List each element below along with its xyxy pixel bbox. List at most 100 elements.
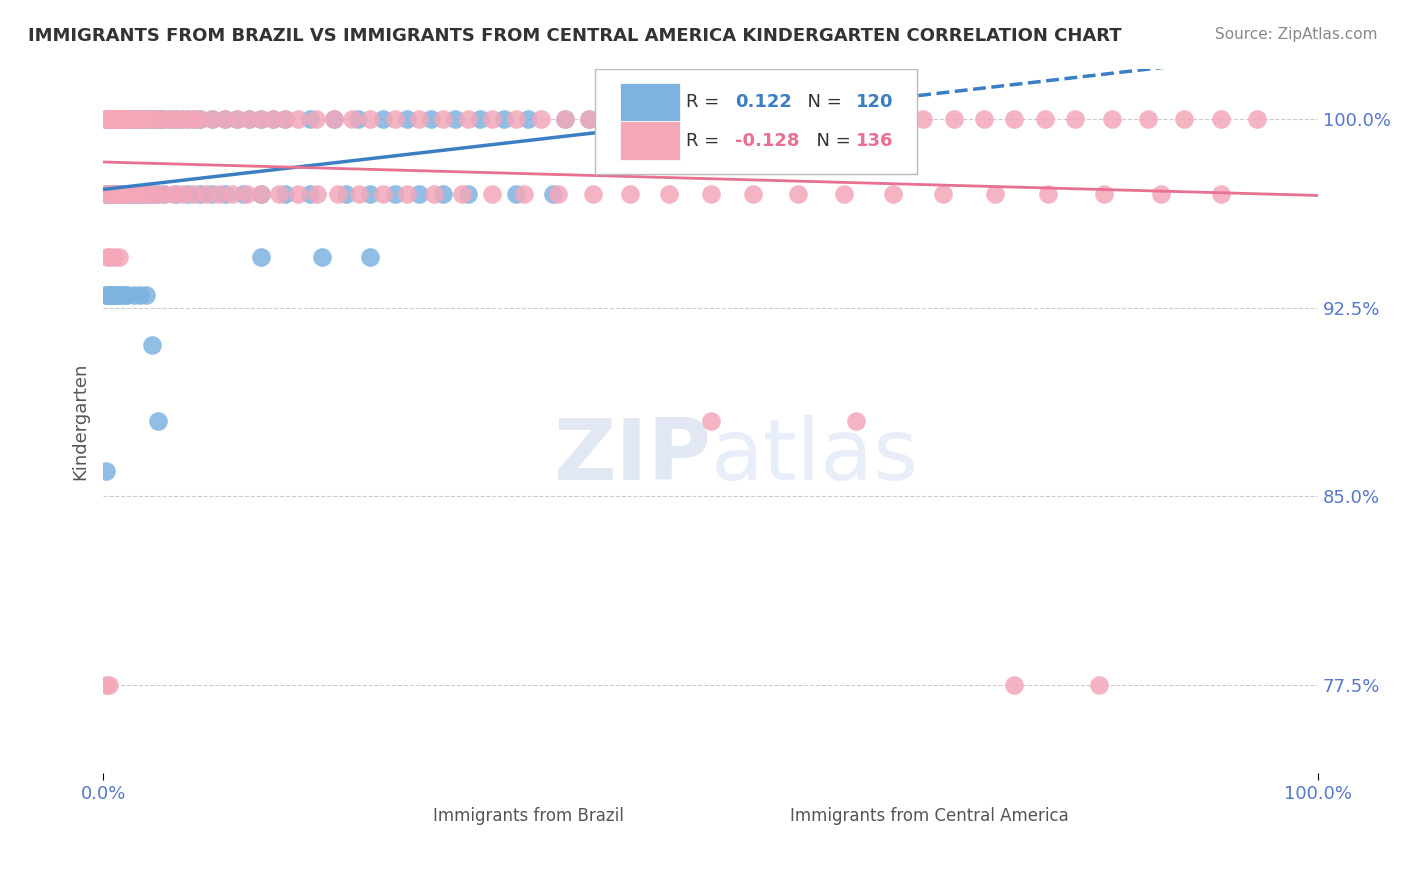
Point <box>225 112 247 126</box>
Point <box>107 187 129 202</box>
Point <box>238 112 260 126</box>
Point <box>395 187 418 202</box>
Point <box>582 187 605 202</box>
Point <box>311 250 333 264</box>
Point <box>742 187 765 202</box>
Point <box>141 112 163 126</box>
Point <box>101 288 124 302</box>
Point <box>97 112 120 126</box>
Point <box>342 112 364 126</box>
Point <box>146 414 169 428</box>
Point <box>250 187 273 202</box>
Text: -0.128: -0.128 <box>735 132 800 150</box>
Point <box>323 112 346 126</box>
Point <box>335 187 357 202</box>
Point <box>505 187 527 202</box>
Point <box>128 112 150 126</box>
Point <box>547 187 569 202</box>
Point <box>942 112 965 126</box>
Point <box>135 112 157 126</box>
Point <box>153 112 176 126</box>
Point <box>1064 112 1087 126</box>
Point <box>105 112 128 126</box>
Point <box>134 112 156 126</box>
Point <box>638 112 661 126</box>
Point <box>298 187 321 202</box>
Point <box>517 112 540 126</box>
Point <box>96 250 118 264</box>
Point <box>172 187 194 202</box>
Point <box>529 112 551 126</box>
Point <box>578 112 600 126</box>
Point <box>214 112 236 126</box>
Point <box>117 112 139 126</box>
Point <box>554 112 576 126</box>
Point <box>541 187 564 202</box>
Point <box>554 112 576 126</box>
Point <box>1173 112 1195 126</box>
Point <box>138 112 160 126</box>
Point <box>120 112 142 126</box>
Point <box>117 187 139 202</box>
Text: 120: 120 <box>856 94 894 112</box>
Point <box>298 112 321 126</box>
Point <box>201 112 224 126</box>
Point <box>165 187 187 202</box>
Point <box>494 112 516 126</box>
Point <box>214 187 236 202</box>
Text: atlas: atlas <box>710 415 918 498</box>
Point <box>165 112 187 126</box>
Point <box>384 112 406 126</box>
Point <box>98 112 121 126</box>
Point <box>97 288 120 302</box>
Point <box>882 112 904 126</box>
Point <box>153 187 176 202</box>
Point <box>143 112 166 126</box>
Point <box>100 187 122 202</box>
Point <box>97 112 120 126</box>
Point <box>973 112 995 126</box>
Point <box>1038 187 1060 202</box>
Point <box>104 187 127 202</box>
Point <box>100 187 122 202</box>
Point <box>984 187 1007 202</box>
Point <box>108 112 131 126</box>
Point <box>103 288 125 302</box>
Text: 0.122: 0.122 <box>735 94 792 112</box>
Point <box>159 112 181 126</box>
Point <box>117 112 139 126</box>
Point <box>912 112 935 126</box>
Point <box>832 187 855 202</box>
Point <box>188 112 211 126</box>
Point <box>931 187 953 202</box>
Point <box>103 187 125 202</box>
Point <box>262 112 284 126</box>
Point <box>359 112 381 126</box>
Point <box>104 187 127 202</box>
Point <box>146 187 169 202</box>
Point <box>100 288 122 302</box>
Point <box>96 112 118 126</box>
Point <box>128 112 150 126</box>
Point <box>359 250 381 264</box>
Point <box>432 187 454 202</box>
Text: ZIP: ZIP <box>553 415 710 498</box>
Point <box>101 187 124 202</box>
Point <box>101 187 124 202</box>
Point <box>214 112 236 126</box>
Point <box>141 338 163 352</box>
Point <box>127 187 149 202</box>
Point <box>658 187 681 202</box>
FancyBboxPatch shape <box>620 121 681 161</box>
Point <box>730 112 752 126</box>
Point <box>108 187 131 202</box>
Point <box>122 112 145 126</box>
Point <box>1137 112 1160 126</box>
Point <box>1246 112 1268 126</box>
Point <box>183 112 205 126</box>
Point <box>107 112 129 126</box>
Point <box>395 112 418 126</box>
Point <box>457 187 479 202</box>
Point <box>94 678 117 692</box>
Point <box>98 288 121 302</box>
